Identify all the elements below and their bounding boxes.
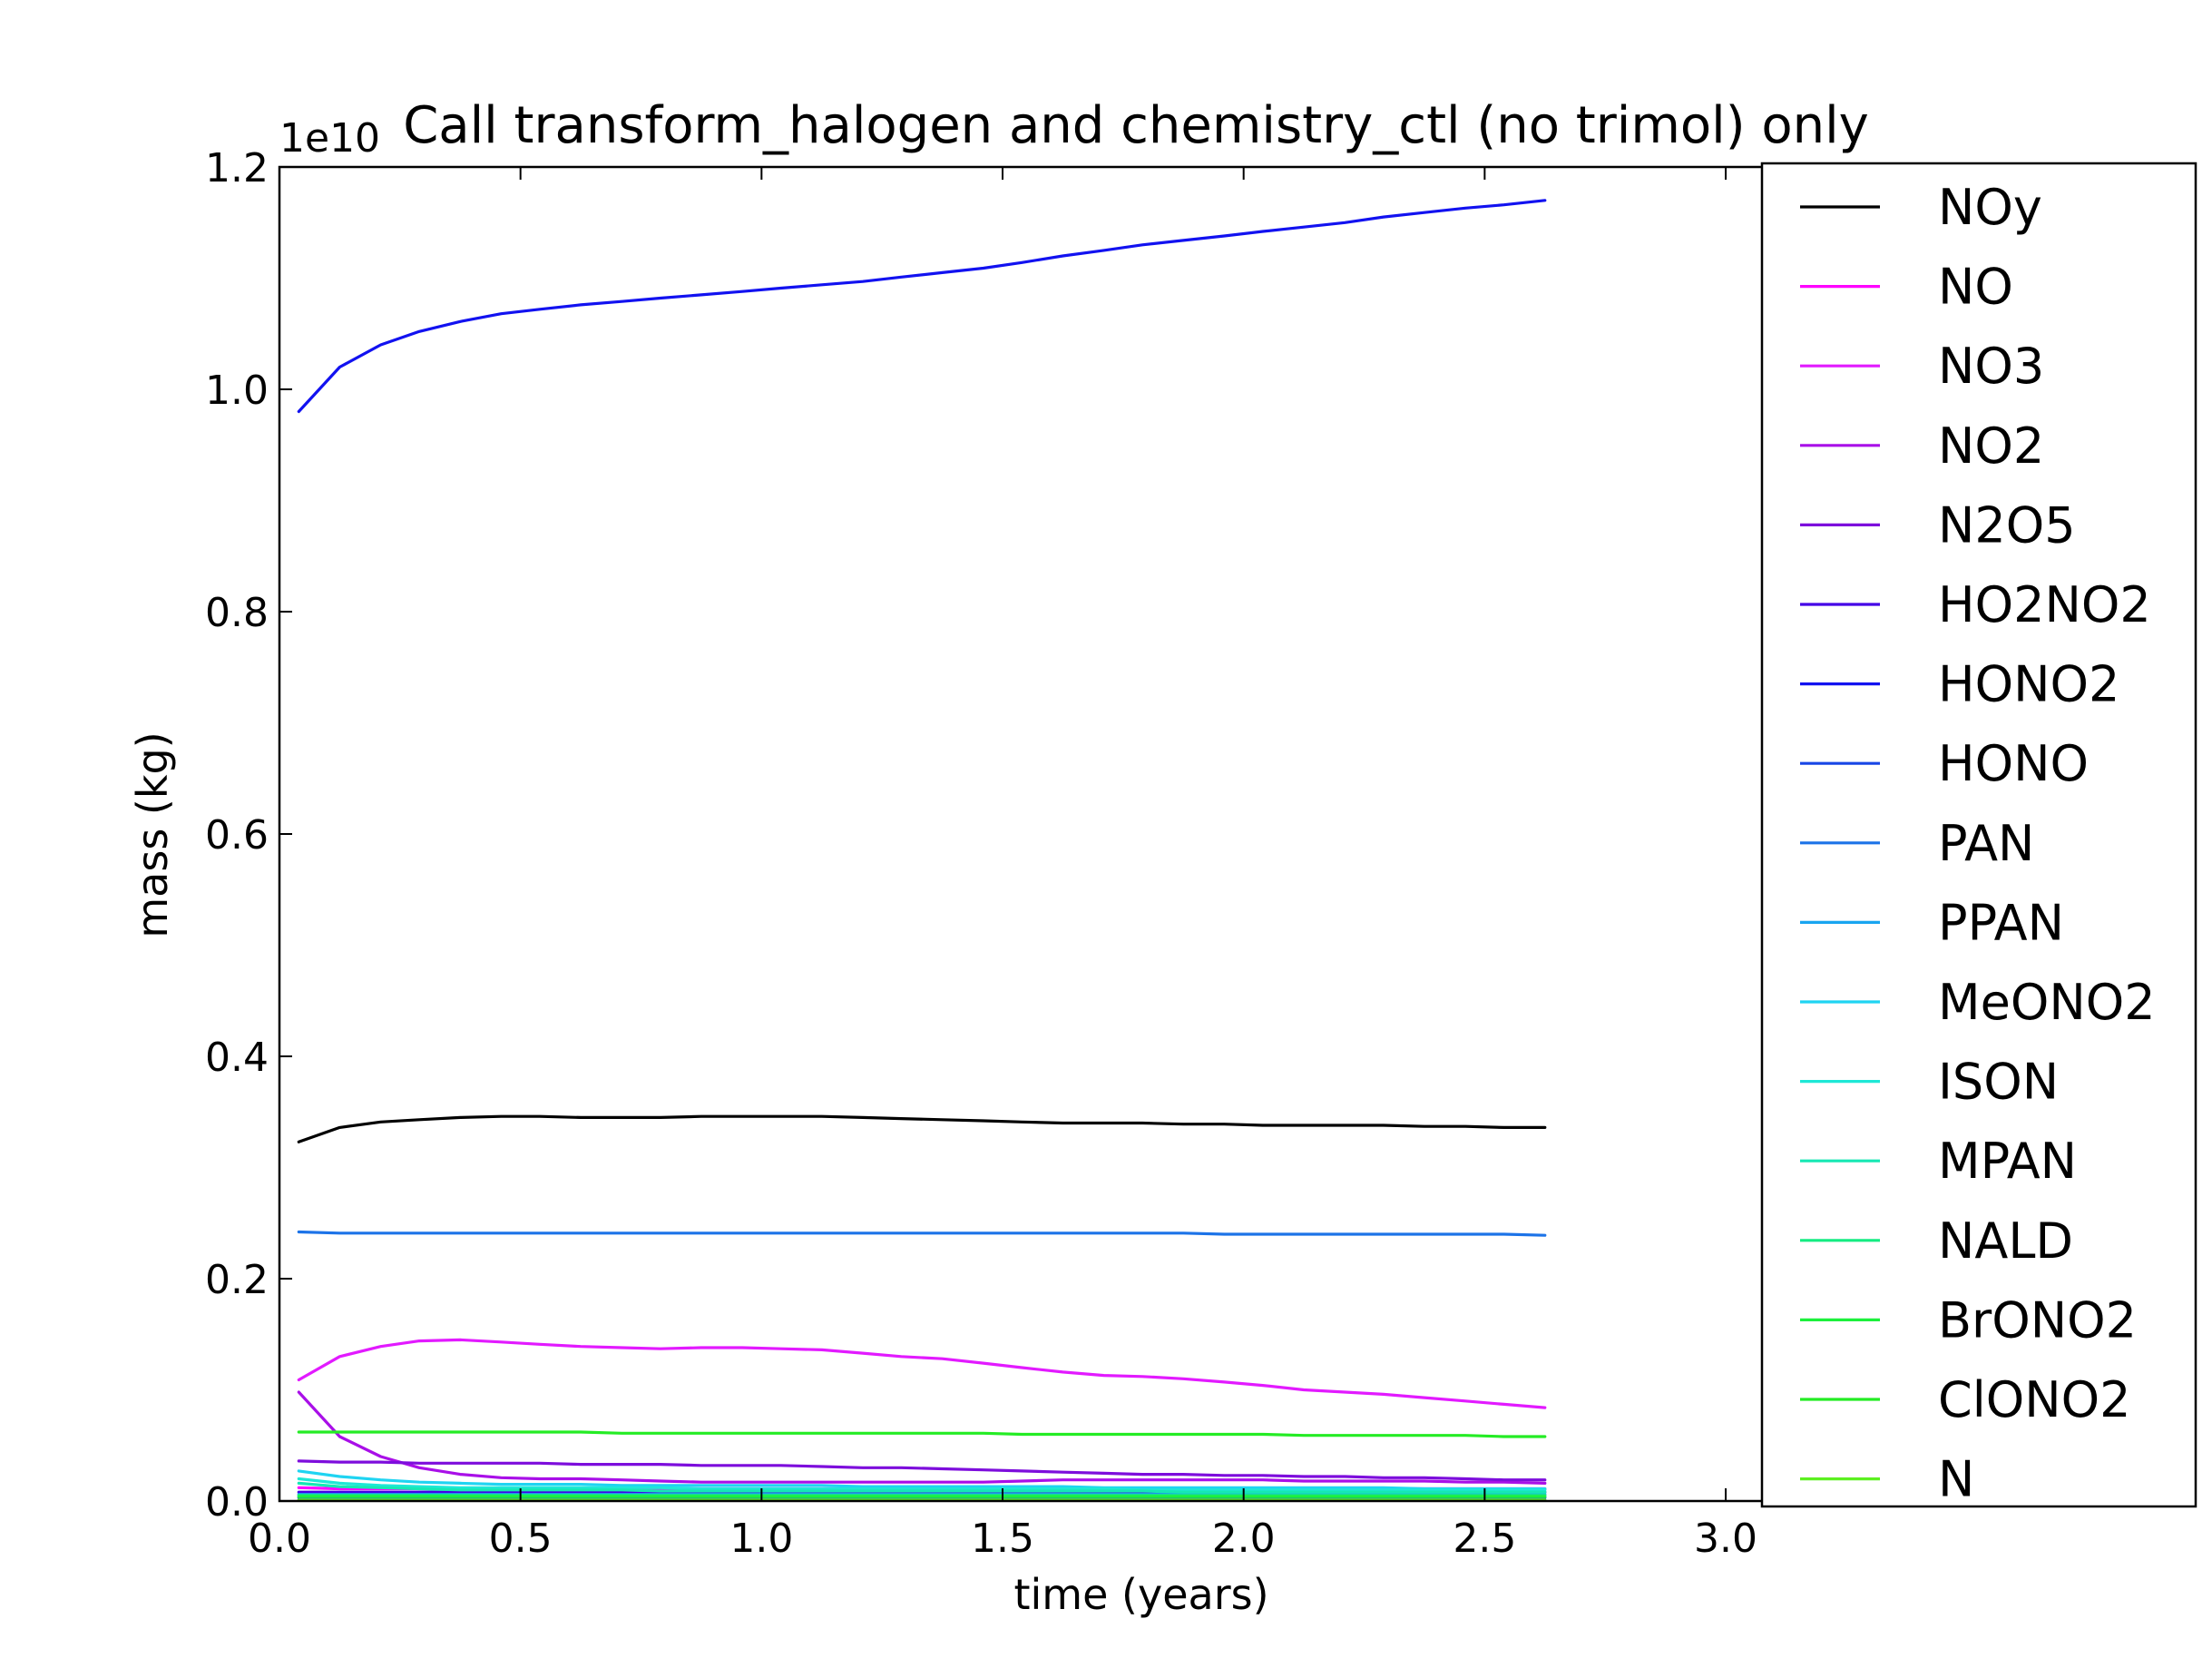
- legend-label: NO2: [1938, 417, 2044, 475]
- legend-label: BrONO2: [1938, 1291, 2137, 1349]
- y-tick-label: 0.0: [205, 1479, 269, 1526]
- legend-label: NOy: [1938, 179, 2042, 236]
- x-tick-label: 2.5: [1453, 1516, 1516, 1562]
- axes-layer: 0.0 0.5 1.0 1.5 2.0 2.5 3.0 0.0 0.2 0.4 0.6 0.8 1.0 1…: [205, 145, 1896, 1562]
- x-tick-label: 1.0: [729, 1516, 793, 1562]
- legend-label: N2O5: [1938, 496, 2076, 554]
- series-line-noy: [297, 1114, 1547, 1143]
- legend-label: HONO: [1938, 735, 2089, 792]
- series-line-no2: [297, 1390, 1547, 1486]
- series-line-pan: [297, 1230, 1547, 1237]
- y-tick-label: 0.6: [205, 812, 269, 859]
- x-axis-label: time (years): [1013, 1570, 1268, 1619]
- plot-area: [279, 167, 1894, 1501]
- series-line-clono2: [297, 1430, 1547, 1438]
- x-tick-label: 0.5: [489, 1516, 553, 1562]
- chart-title: Call transform_halogen and chemistry_ctl…: [403, 96, 1869, 155]
- y-tick-label: 1.0: [205, 368, 269, 414]
- series-line-no3: [297, 1338, 1547, 1409]
- legend: NOy NO NO3 NO2 N2O5 HO2NO2 HONO2 HONO PAN PPAN MeO…: [1760, 162, 2197, 1508]
- series-layer: [297, 199, 1547, 1502]
- series-line-n2o5: [297, 1459, 1547, 1482]
- legend-label: PPAN: [1938, 894, 2064, 951]
- x-tick-label: 1.5: [971, 1516, 1034, 1562]
- series-line-mpan: [297, 1481, 1547, 1494]
- legend-label: NALD: [1938, 1212, 2073, 1270]
- y-axis-label: mass (kg): [128, 731, 177, 937]
- series-line-hono2: [297, 199, 1547, 414]
- x-tick-label: 0.0: [248, 1516, 311, 1562]
- legend-label: NO: [1938, 259, 2013, 316]
- x-tick-label: 2.0: [1212, 1516, 1276, 1562]
- legend-box: [1760, 162, 2197, 1508]
- y-tick-label: 0.4: [205, 1035, 269, 1081]
- legend-label: NO3: [1938, 338, 2044, 395]
- legend-label: ClONO2: [1938, 1371, 2130, 1428]
- legend-label: ISON: [1938, 1054, 2059, 1111]
- series-line-meono2: [297, 1469, 1547, 1491]
- y-tick-label: 0.8: [205, 590, 269, 636]
- legend-label: HONO2: [1938, 656, 2119, 713]
- legend-label: MeONO2: [1938, 974, 2156, 1031]
- y-tick-label: 1.2: [205, 145, 269, 191]
- legend-label: HO2NO2: [1938, 576, 2151, 633]
- legend-label: N: [1938, 1451, 1974, 1508]
- y-offset-text: 1e10: [279, 115, 380, 162]
- series-line-ison: [297, 1477, 1547, 1492]
- legend-label: PAN: [1938, 815, 2034, 872]
- x-tick-label: 3.0: [1694, 1516, 1757, 1562]
- y-tick-label: 0.2: [205, 1257, 269, 1303]
- legend-label: MPAN: [1938, 1133, 2077, 1190]
